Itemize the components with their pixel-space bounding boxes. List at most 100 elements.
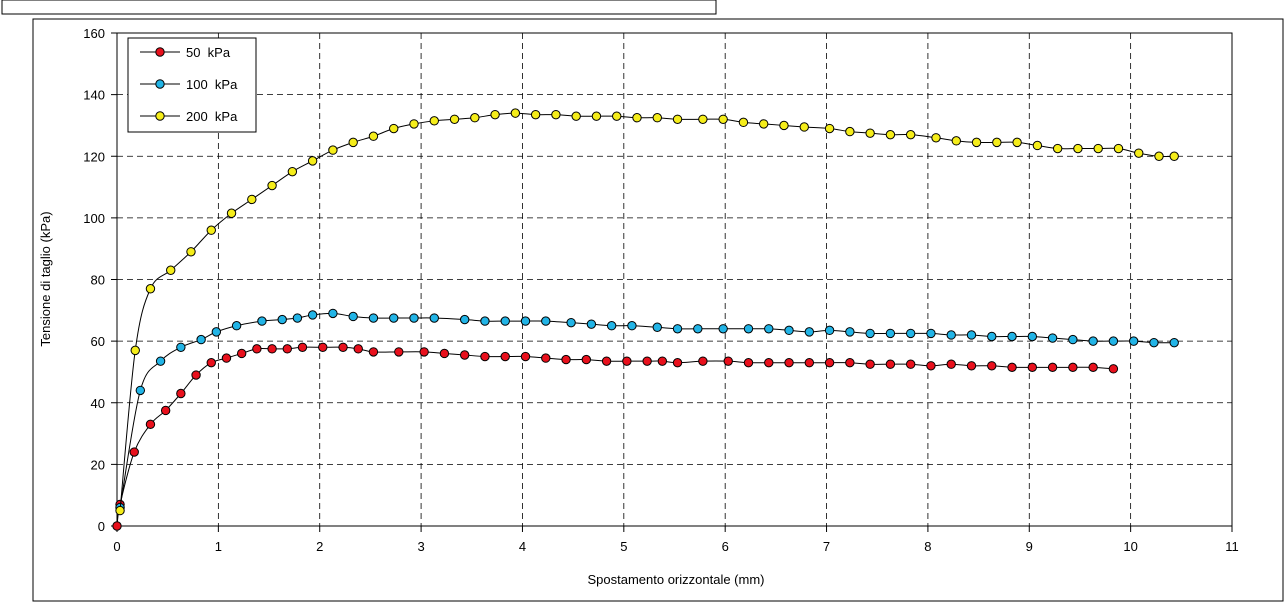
data-point <box>642 356 652 366</box>
data-point <box>135 385 146 396</box>
data-point <box>500 316 510 326</box>
data-point <box>409 119 419 129</box>
data-point <box>926 328 936 339</box>
data-point <box>865 359 875 369</box>
legend-marker <box>155 47 165 57</box>
data-point <box>698 114 708 124</box>
data-point <box>112 521 122 531</box>
data-point <box>905 359 916 369</box>
legend-label: 200 kPa <box>186 109 238 124</box>
data-point <box>718 114 728 124</box>
data-point <box>804 357 815 368</box>
data-point <box>368 131 379 141</box>
data-point <box>743 324 754 334</box>
x-tick-label: 3 <box>417 539 424 554</box>
data-point <box>221 353 232 363</box>
data-point <box>606 321 617 331</box>
data-point <box>1068 362 1078 373</box>
data-point <box>743 357 754 368</box>
data-point <box>1012 137 1022 148</box>
series-1 <box>115 308 1179 513</box>
data-point <box>779 120 789 131</box>
data-point <box>155 356 166 366</box>
data-point <box>389 123 399 134</box>
data-point <box>267 344 277 354</box>
x-tick-label: 8 <box>924 539 931 554</box>
data-point <box>277 314 287 325</box>
data-point <box>287 166 298 177</box>
x-tick-label: 0 <box>113 539 120 554</box>
data-point <box>1007 331 1017 342</box>
data-point <box>348 311 358 322</box>
data-point <box>824 325 835 336</box>
data-point <box>657 356 668 366</box>
data-point <box>226 208 237 218</box>
data-point <box>885 129 896 140</box>
data-point <box>627 321 637 331</box>
data-point <box>211 327 222 337</box>
data-point <box>971 137 982 148</box>
data-point <box>601 356 612 366</box>
x-tick-label: 10 <box>1123 539 1137 554</box>
data-point <box>632 113 642 123</box>
data-point <box>1027 362 1038 373</box>
data-point <box>520 316 531 326</box>
data-point <box>1052 143 1063 154</box>
data-point <box>566 317 576 328</box>
data-point <box>1128 336 1139 346</box>
data-point <box>130 345 140 356</box>
data-point <box>145 284 156 294</box>
data-point <box>905 328 916 339</box>
data-point <box>429 116 439 126</box>
data-point <box>845 357 855 368</box>
data-point <box>622 356 632 366</box>
data-point <box>551 109 561 120</box>
data-point <box>429 313 439 323</box>
data-point <box>804 327 815 337</box>
y-tick-label: 20 <box>91 457 105 472</box>
data-point <box>652 322 662 332</box>
data-point <box>318 342 328 352</box>
y-tick-label: 40 <box>91 396 105 411</box>
data-point <box>1073 143 1083 154</box>
data-point <box>292 313 303 323</box>
x-tick-label: 1 <box>215 539 222 554</box>
data-point <box>115 505 125 516</box>
data-point <box>1134 148 1144 158</box>
data-point <box>992 137 1002 148</box>
data-point <box>1149 337 1159 348</box>
data-point <box>191 370 201 380</box>
legend-label: 100 kPa <box>186 77 238 92</box>
plot-area: 0 1 2 3 4 5 6 7 8 9 10 11 0 20 40 60 80 100 120 140 160 <box>83 26 1238 554</box>
x-tick-label: 9 <box>1026 539 1033 554</box>
data-point <box>784 325 794 336</box>
data-point <box>1032 140 1043 151</box>
x-axis-label: Spostamento orizzontale (mm) <box>587 572 764 587</box>
data-point <box>1113 143 1124 154</box>
data-point <box>987 361 997 371</box>
y-tick-label: 120 <box>83 149 105 164</box>
data-point <box>652 113 662 123</box>
data-point <box>612 111 622 121</box>
data-point <box>1088 336 1098 346</box>
data-point <box>196 334 206 345</box>
data-point <box>409 313 419 323</box>
y-tick-label: 0 <box>98 519 105 534</box>
data-point <box>328 308 338 319</box>
data-point <box>987 331 997 342</box>
data-point <box>480 316 490 326</box>
data-point <box>1007 362 1017 373</box>
legend: 50 kPa 100 kPa 200 kPa <box>127 37 257 133</box>
data-point <box>267 180 277 191</box>
data-point <box>865 328 875 339</box>
x-tick-label: 11 <box>1225 539 1239 554</box>
series-2 <box>115 108 1179 516</box>
data-point <box>176 342 186 352</box>
data-point <box>449 114 460 124</box>
data-point <box>530 109 541 120</box>
data-point <box>946 330 956 340</box>
data-point <box>368 347 379 357</box>
title-box <box>1 0 717 15</box>
data-point <box>759 119 769 129</box>
